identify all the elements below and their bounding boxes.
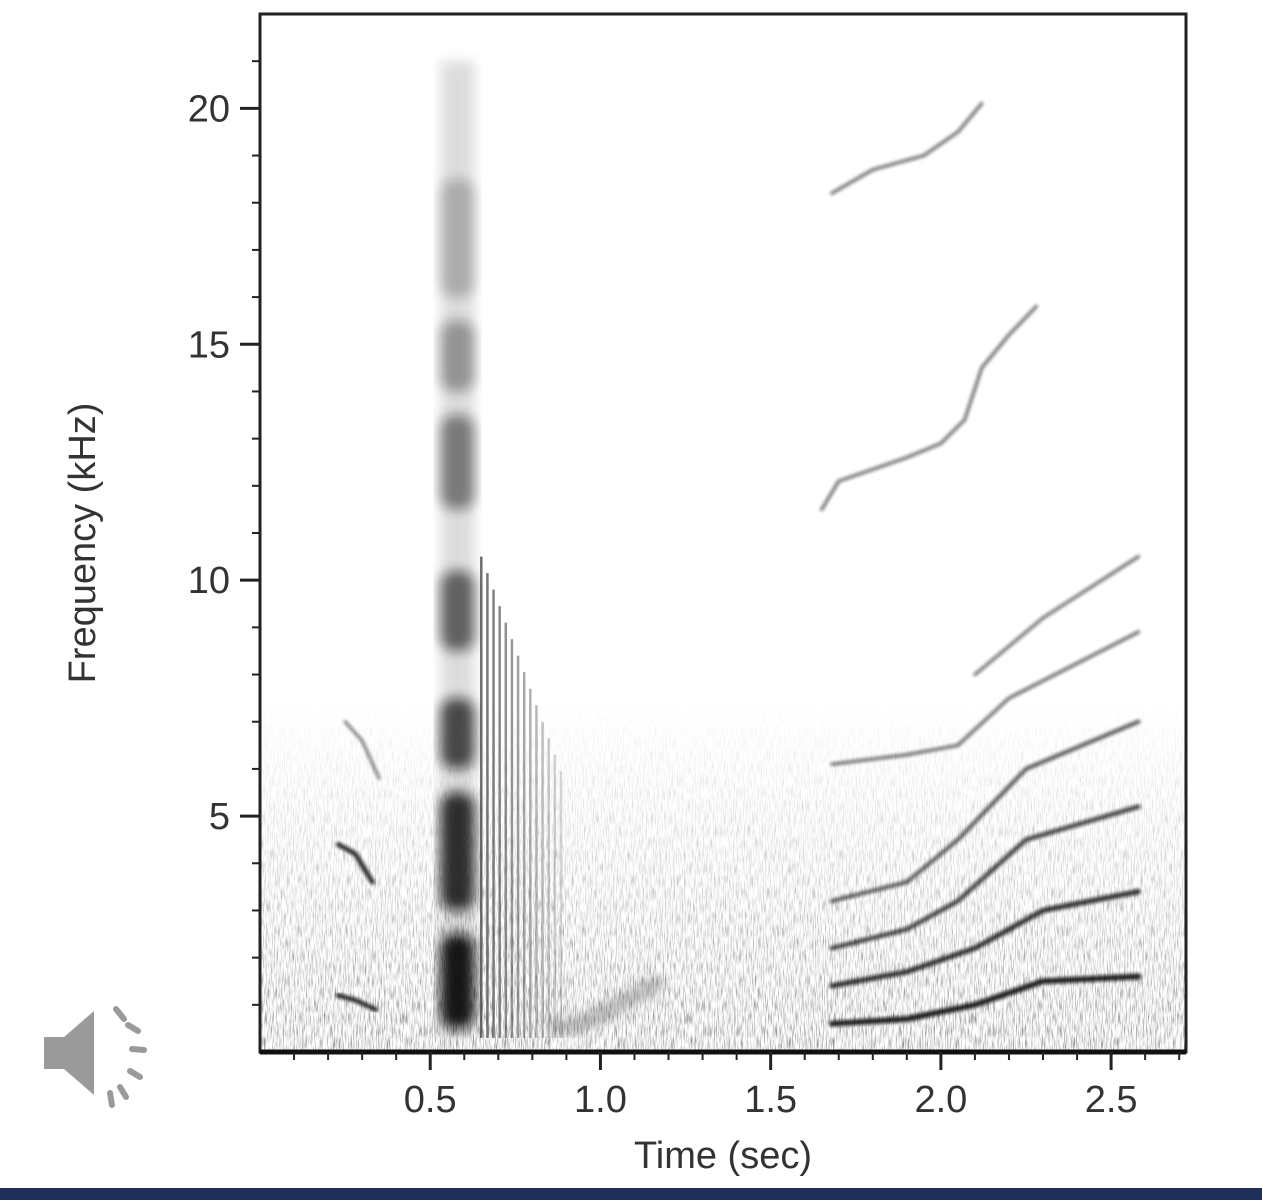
y-axis-label: Frequency (kHz): [62, 403, 104, 684]
tail-sweep: [548, 975, 666, 1036]
broadband-bursts: [440, 61, 666, 1038]
call-traces: [335, 101, 1142, 1027]
burst-band: [440, 792, 475, 911]
y-axis-ticks: 5 10 15 20: [188, 88, 260, 838]
burst-band: [440, 415, 475, 510]
speaker-icon[interactable]: [30, 995, 160, 1115]
burst-band: [440, 179, 475, 298]
burst-band: [440, 570, 475, 651]
x-axis-ticks: 0.5 1.0 1.5 2.0 2.5: [293, 1052, 1181, 1121]
harmonic-trace: [829, 804, 1141, 951]
bottom-bar: [0, 1188, 1262, 1200]
harmonic-trace: [830, 630, 1141, 766]
background-noise: [260, 698, 1186, 1052]
harmonic-trace: [828, 973, 1142, 1027]
x-tick-label: 1.5: [744, 1079, 797, 1121]
harmonic-trace: [829, 888, 1142, 989]
y-tick-label: 20: [188, 88, 230, 130]
spectrogram-content: [260, 14, 1186, 1052]
burst-band: [440, 934, 475, 1029]
early-call-trace: [335, 841, 375, 885]
x-tick-label: 0.5: [404, 1079, 457, 1121]
burst-band: [440, 320, 475, 392]
x-axis-label: Time (sec): [634, 1135, 812, 1177]
harmonic-trace: [829, 719, 1141, 904]
x-tick-label: 1.0: [574, 1079, 627, 1121]
harmonic-trace: [973, 554, 1141, 677]
speaker-body: [44, 1011, 94, 1095]
y-tick-label: 10: [188, 560, 230, 602]
harmonic-trace: [830, 101, 984, 196]
y-tick-label: 5: [209, 796, 230, 838]
burst-band: [440, 698, 475, 769]
y-tick-label: 15: [188, 324, 230, 366]
x-tick-label: 2.5: [1085, 1079, 1138, 1121]
early-call-trace: [335, 992, 379, 1013]
sound-waves: [107, 1006, 147, 1108]
x-tick-label: 2.0: [914, 1079, 967, 1121]
harmonic-trace: [819, 304, 1038, 512]
y-minor-ticks: [252, 60, 260, 1006]
early-call-trace: [343, 720, 381, 780]
